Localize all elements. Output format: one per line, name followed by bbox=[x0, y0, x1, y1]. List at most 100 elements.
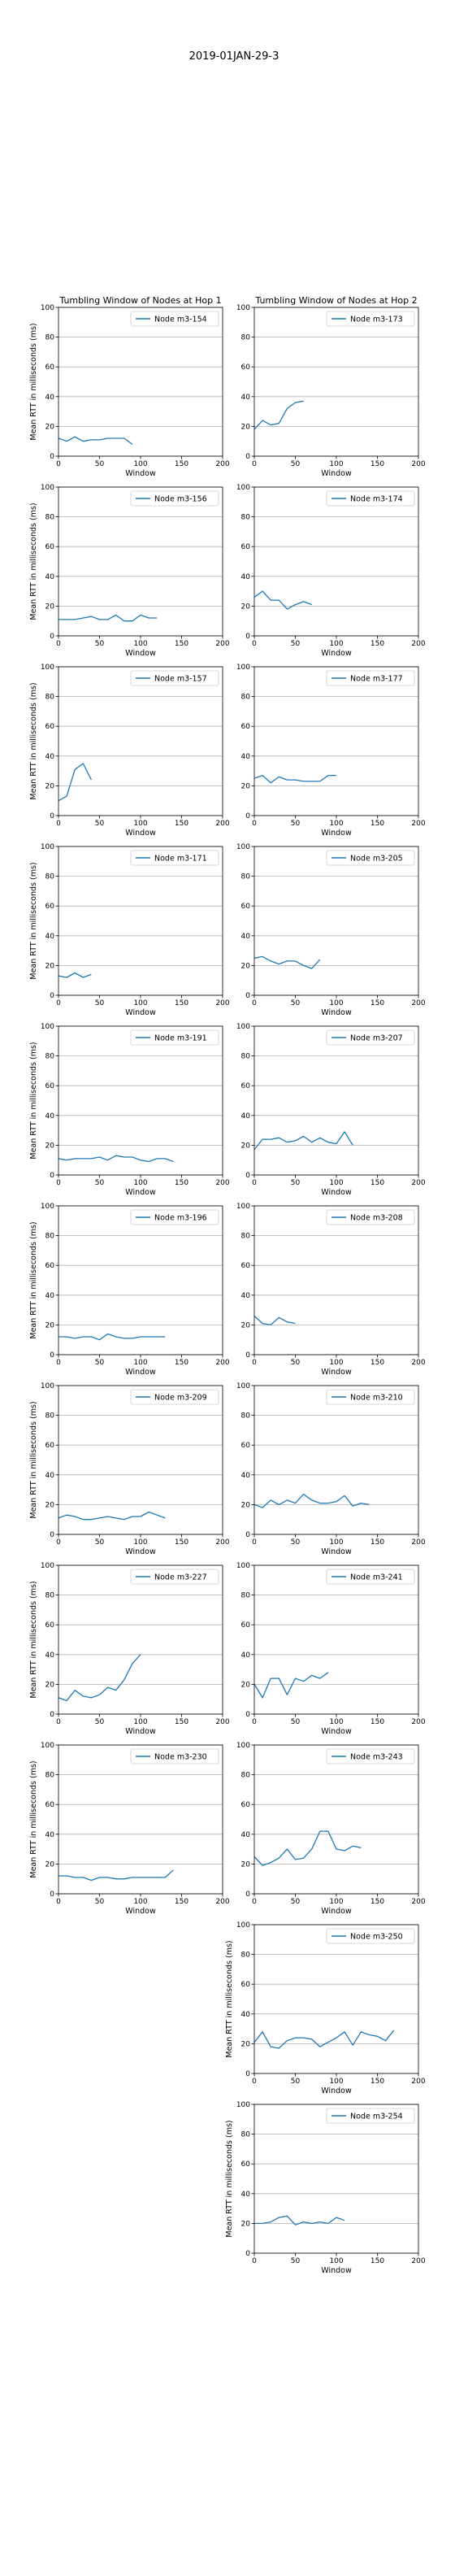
legend-box bbox=[326, 1928, 415, 1944]
y-tick-label: 0 bbox=[245, 812, 250, 820]
x-tick-label: 150 bbox=[370, 999, 384, 1007]
y-axis-label: Mean RTT in milliseconds (ms) bbox=[225, 2120, 234, 2237]
series-line bbox=[58, 1155, 174, 1163]
series-line bbox=[58, 972, 92, 978]
plot-frame bbox=[254, 1744, 419, 1895]
y-tick-label: 0 bbox=[50, 1351, 54, 1360]
y-tick-label: 60 bbox=[241, 363, 251, 372]
y-tick-label: 0 bbox=[50, 633, 54, 641]
y-tick-label: 80 bbox=[46, 514, 55, 522]
x-tick-label: 200 bbox=[411, 2078, 425, 2086]
x-tick-label: 0 bbox=[252, 1898, 257, 1906]
y-tick-label: 0 bbox=[50, 992, 54, 1000]
plot-frame bbox=[254, 486, 419, 637]
x-tick-label: 100 bbox=[133, 640, 147, 648]
y-tick-label: 40 bbox=[46, 1831, 55, 1839]
y-tick-label: 20 bbox=[46, 1501, 55, 1509]
y-tick-label: 40 bbox=[241, 1112, 251, 1120]
x-tick-label: 50 bbox=[95, 460, 105, 468]
y-tick-label: 80 bbox=[241, 873, 251, 881]
y-tick-label: 60 bbox=[46, 903, 55, 911]
series-line bbox=[254, 955, 321, 969]
legend-label: Node m3-174 bbox=[350, 494, 403, 503]
x-tick-label: 150 bbox=[175, 1179, 188, 1187]
x-axis-label: Window bbox=[321, 2086, 352, 2095]
y-tick-label: 40 bbox=[46, 933, 55, 941]
x-axis-label: Window bbox=[321, 1188, 352, 1197]
x-tick-label: 0 bbox=[56, 1538, 61, 1547]
x-tick-label: 100 bbox=[329, 2078, 343, 2086]
legend-label: Node m3-207 bbox=[350, 1033, 403, 1042]
y-tick-label: 20 bbox=[241, 1142, 251, 1150]
x-tick-label: 200 bbox=[215, 1359, 229, 1367]
y-tick-label: 100 bbox=[41, 1562, 54, 1570]
legend-box bbox=[130, 670, 219, 686]
plot-frame bbox=[254, 1564, 419, 1715]
plot-frame bbox=[254, 1025, 419, 1176]
y-tick-label: 20 bbox=[241, 1681, 251, 1689]
legend-label: Node m3-171 bbox=[154, 854, 207, 863]
x-tick-label: 50 bbox=[291, 1898, 301, 1906]
legend-label: Node m3-156 bbox=[154, 494, 207, 503]
x-tick-label: 200 bbox=[215, 1538, 229, 1547]
x-tick-label: 0 bbox=[252, 640, 257, 648]
y-tick-label: 40 bbox=[46, 1112, 55, 1120]
legend-box bbox=[130, 311, 219, 327]
y-tick-label: 0 bbox=[245, 1891, 250, 1899]
x-tick-label: 50 bbox=[95, 640, 105, 648]
plot-frame bbox=[58, 846, 223, 996]
plot-frame bbox=[58, 1564, 223, 1715]
y-tick-label: 0 bbox=[50, 1531, 54, 1539]
y-axis-label: Mean RTT in milliseconds (ms) bbox=[29, 682, 38, 799]
plot-frame bbox=[254, 307, 419, 457]
y-tick-label: 60 bbox=[241, 2160, 251, 2169]
series-line bbox=[58, 436, 133, 445]
x-tick-label: 200 bbox=[411, 640, 425, 648]
y-axis-label: Mean RTT in milliseconds (ms) bbox=[29, 323, 38, 440]
plot-frame bbox=[254, 666, 419, 816]
y-tick-label: 80 bbox=[241, 1412, 251, 1421]
y-tick-label: 100 bbox=[236, 304, 250, 312]
y-tick-label: 20 bbox=[241, 603, 251, 611]
y-axis-label: Mean RTT in milliseconds (ms) bbox=[29, 1760, 38, 1878]
legend-label: Node m3-230 bbox=[154, 1752, 207, 1761]
y-tick-label: 60 bbox=[46, 1801, 55, 1809]
y-tick-label: 20 bbox=[241, 1860, 251, 1869]
legend-label: Node m3-250 bbox=[350, 1932, 403, 1941]
x-tick-label: 150 bbox=[175, 460, 188, 468]
x-tick-label: 0 bbox=[56, 1179, 61, 1187]
x-tick-label: 50 bbox=[291, 1538, 301, 1547]
y-tick-label: 20 bbox=[241, 782, 251, 790]
x-tick-label: 150 bbox=[370, 1359, 384, 1367]
y-tick-label: 20 bbox=[241, 423, 251, 431]
x-tick-label: 50 bbox=[95, 1179, 105, 1187]
y-tick-label: 20 bbox=[46, 962, 55, 970]
y-tick-label: 20 bbox=[241, 962, 251, 970]
y-tick-label: 80 bbox=[241, 694, 251, 702]
x-axis-label: Window bbox=[125, 1907, 156, 1916]
series-line bbox=[254, 590, 312, 610]
legend-box bbox=[326, 490, 415, 507]
y-tick-label: 60 bbox=[241, 1262, 251, 1270]
x-tick-label: 100 bbox=[329, 1359, 343, 1367]
x-tick-label: 150 bbox=[175, 820, 188, 828]
y-tick-label: 60 bbox=[46, 543, 55, 551]
legend-label: Node m3-241 bbox=[350, 1573, 403, 1582]
legend-box bbox=[326, 311, 415, 327]
legend-label: Node m3-173 bbox=[350, 315, 403, 324]
x-axis-label: Window bbox=[125, 829, 156, 838]
y-tick-label: 100 bbox=[236, 1023, 250, 1031]
y-tick-label: 0 bbox=[245, 2070, 250, 2078]
x-tick-label: 100 bbox=[329, 999, 343, 1007]
legend-label: Node m3-209 bbox=[154, 1393, 207, 1402]
x-tick-label: 200 bbox=[411, 1179, 425, 1187]
x-axis-label: Window bbox=[321, 1727, 352, 1736]
x-tick-label: 0 bbox=[56, 820, 61, 828]
series-line bbox=[58, 763, 92, 802]
y-tick-label: 20 bbox=[46, 1860, 55, 1869]
x-tick-label: 0 bbox=[56, 1359, 61, 1367]
